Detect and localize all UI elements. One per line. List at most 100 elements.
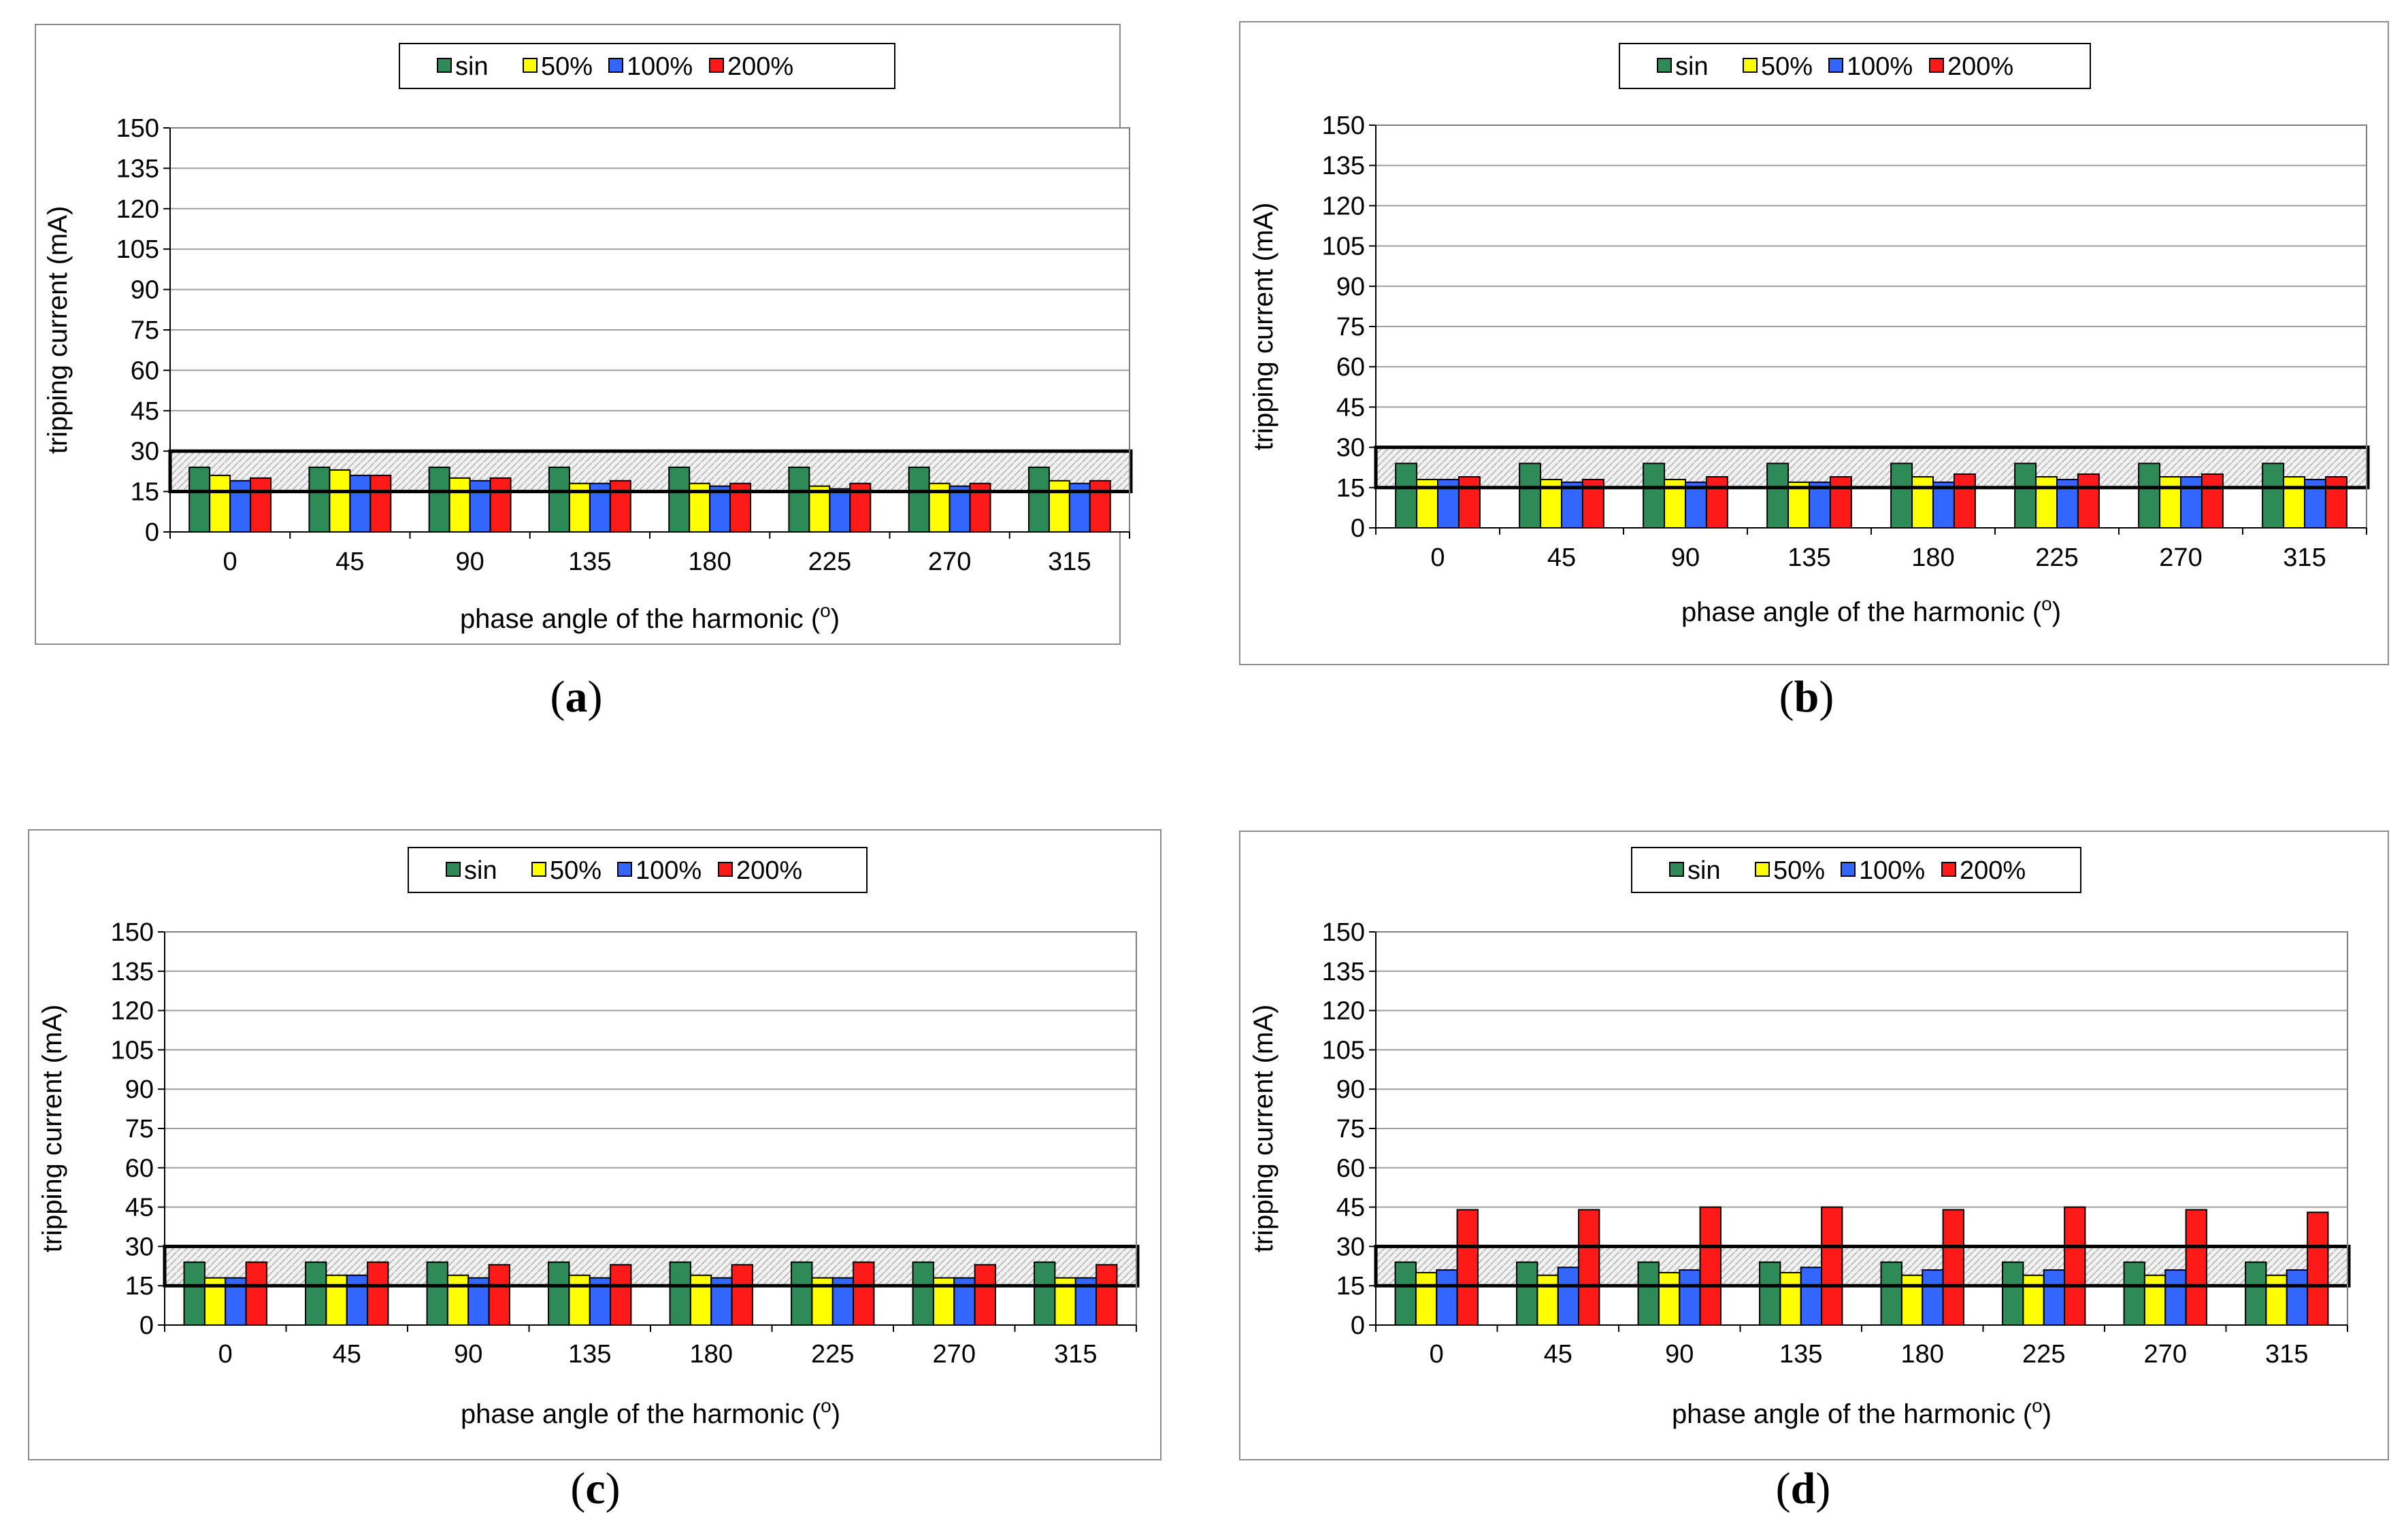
bar-100pct-270 (949, 485, 971, 533)
legend-label: sin (464, 856, 497, 885)
y-tick-label: 105 (111, 1036, 154, 1065)
x-axis-title: phase angle of the harmonic (o) (460, 600, 840, 634)
bar-50pct-180 (1900, 1274, 1924, 1326)
legend-label: 50% (541, 52, 593, 81)
bar-200pct-315 (1095, 1264, 1118, 1326)
bar-100pct-225 (829, 488, 851, 533)
bar-200pct-135 (1821, 1206, 1843, 1326)
legend-label: 100% (1859, 856, 1925, 885)
legend-box (1631, 847, 2081, 893)
bar-sin-315 (2262, 463, 2285, 529)
bar-50pct-45 (329, 469, 351, 533)
legend-swatch (1669, 862, 1684, 877)
y-tick-label: 90 (1336, 273, 1365, 301)
bar-100pct-270 (2164, 1269, 2187, 1326)
bar-sin-225 (788, 466, 810, 533)
legend-label: sin (455, 52, 489, 81)
bar-100pct-225 (2043, 1269, 2066, 1326)
y-tick-label: 60 (131, 356, 159, 385)
bar-50pct-0 (209, 474, 231, 533)
panel-caption: (b) (1779, 672, 1834, 722)
bar-50pct-315 (2265, 1274, 2288, 1326)
y-tick-label: 15 (131, 478, 159, 507)
legend-swatch (1657, 58, 1672, 73)
bar-200pct-90 (489, 477, 512, 533)
bar-sin-45 (305, 1261, 327, 1326)
bar-200pct-0 (250, 477, 272, 533)
legend-swatch (1755, 862, 1770, 877)
bar-200pct-270 (2185, 1209, 2207, 1326)
legend: sin 50% 100% 200% (1631, 847, 2081, 893)
y-axis-title: tripping current (mA) (37, 1005, 67, 1253)
bar-50pct-135 (568, 1274, 591, 1326)
bar-100pct-135 (1800, 1267, 1823, 1326)
legend-swatch (1743, 58, 1758, 73)
legend-swatch (617, 862, 632, 877)
bar-200pct-180 (1953, 473, 1976, 529)
x-axis-title: phase angle of the harmonic (o) (1672, 1395, 2051, 1429)
y-tick-label: 60 (1336, 1154, 1365, 1183)
x-tick-label: 45 (335, 548, 364, 576)
bar-100pct-45 (349, 474, 372, 533)
legend-swatch (446, 862, 461, 877)
legend: sin 50% 100% 200% (1619, 43, 2091, 89)
bar-200pct-90 (1699, 1206, 1721, 1326)
bar-sin-225 (791, 1261, 813, 1326)
bar-sin-315 (1027, 466, 1050, 533)
x-tick-label: 0 (223, 548, 237, 576)
bar-200pct-90 (488, 1264, 510, 1326)
bar-200pct-180 (1942, 1209, 1964, 1326)
bar-50pct-270 (2143, 1274, 2166, 1326)
y-tick-label: 15 (1336, 474, 1365, 503)
bar-50pct-225 (2022, 1274, 2045, 1326)
x-tick-label: 90 (455, 548, 484, 576)
bar-sin-180 (1880, 1261, 1902, 1326)
bar-sin-180 (669, 1261, 691, 1326)
x-tick-label: 270 (933, 1340, 976, 1369)
bar-50pct-180 (1911, 476, 1934, 529)
bar-sin-0 (1394, 1261, 1417, 1326)
y-tick-label: 135 (111, 958, 154, 986)
legend-label: 200% (736, 856, 802, 885)
bar-100pct-45 (1557, 1267, 1580, 1326)
bar-50pct-0 (1415, 1271, 1438, 1326)
x-tick-label: 90 (454, 1340, 482, 1369)
x-tick-label: 270 (928, 548, 971, 576)
y-tick-label: 105 (1322, 233, 1365, 261)
bar-100pct-90 (469, 480, 491, 533)
bar-sin-270 (912, 1261, 934, 1326)
bar-200pct-0 (1456, 1209, 1479, 1326)
chart-panel: 0 15 30 45 60 75 90 105 120 135 150 0 45 90 135 180 225 2… (35, 24, 1133, 722)
chart-panel: 0 15 30 45 60 75 90 105 120 135 150 0 45 90 135 180 225 2… (28, 829, 1161, 1513)
bar-50pct-90 (1658, 1271, 1681, 1326)
legend-label: sin (1675, 52, 1709, 81)
x-tick-label: 0 (1430, 543, 1445, 572)
x-tick-label: 90 (1665, 1340, 1694, 1369)
bar-200pct-135 (610, 1264, 632, 1326)
y-tick-label: 120 (1322, 997, 1365, 1026)
legend-box (1619, 43, 2091, 89)
y-tick-label: 75 (1336, 1115, 1365, 1143)
y-tick-label: 30 (131, 437, 159, 466)
bar-sin-0 (1395, 463, 1418, 529)
y-tick-label: 0 (139, 1311, 154, 1340)
y-tick-label: 105 (1322, 1036, 1365, 1065)
y-tick-label: 30 (1336, 434, 1365, 463)
y-tick-label: 75 (131, 316, 159, 345)
panel-caption: (a) (550, 672, 603, 722)
legend-label: sin (1687, 856, 1721, 885)
bar-200pct-90 (1705, 476, 1728, 529)
y-tick-label: 0 (1351, 514, 1365, 543)
bar-sin-90 (1637, 1261, 1660, 1326)
x-tick-label: 135 (568, 1340, 611, 1369)
y-tick-label: 0 (1351, 1311, 1365, 1340)
y-tick-label: 15 (125, 1272, 154, 1301)
bar-100pct-90 (1679, 1269, 1701, 1326)
bar-sin-45 (308, 466, 331, 533)
y-tick-label: 15 (1336, 1272, 1365, 1301)
x-tick-label: 225 (808, 548, 851, 576)
y-tick-label: 150 (111, 918, 154, 947)
y-tick-label: 45 (125, 1194, 154, 1222)
